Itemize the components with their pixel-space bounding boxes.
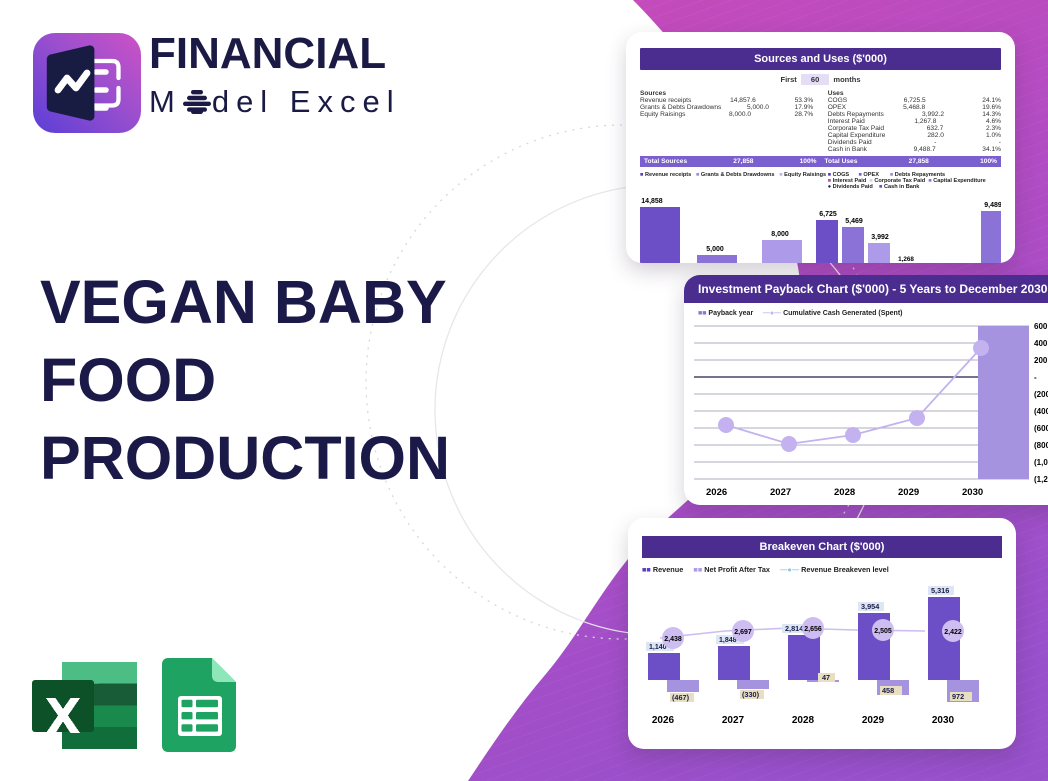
svg-text:2027: 2027 xyxy=(722,715,745,726)
svg-text:2,422: 2,422 xyxy=(944,629,962,636)
svg-text:47: 47 xyxy=(822,673,830,682)
svg-text:2026: 2026 xyxy=(652,715,675,726)
svg-text:5,469: 5,469 xyxy=(845,218,863,225)
svg-text:14,858: 14,858 xyxy=(641,198,663,205)
svg-text:2,438: 2,438 xyxy=(664,636,682,643)
svg-text:3,954: 3,954 xyxy=(861,602,880,611)
svg-text:6,725: 6,725 xyxy=(819,211,837,218)
svg-text:2027: 2027 xyxy=(770,487,791,498)
svg-text:(200): (200) xyxy=(1034,390,1048,399)
svg-text:1,140: 1,140 xyxy=(649,644,667,651)
svg-text:(330): (330) xyxy=(742,690,760,699)
svg-text:1,848: 1,848 xyxy=(719,637,737,644)
svg-text:(1,000): (1,000) xyxy=(1034,458,1048,467)
svg-text:2028: 2028 xyxy=(834,487,855,498)
svg-text:-: - xyxy=(1034,373,1037,382)
svg-text:2,505: 2,505 xyxy=(874,628,892,635)
svg-text:(400): (400) xyxy=(1034,407,1048,416)
svg-text:2026: 2026 xyxy=(706,487,727,498)
svg-text:2029: 2029 xyxy=(898,487,919,498)
svg-text:(467): (467) xyxy=(672,693,690,702)
svg-text:200: 200 xyxy=(1034,356,1048,365)
svg-text:458: 458 xyxy=(882,686,894,695)
svg-text:2,697: 2,697 xyxy=(734,629,752,636)
svg-text:9,489: 9,489 xyxy=(984,202,1001,209)
svg-text:2030: 2030 xyxy=(932,715,955,726)
svg-text:3,992: 3,992 xyxy=(871,234,889,241)
svg-text:(1,200): (1,200) xyxy=(1034,475,1048,484)
svg-text:8,000: 8,000 xyxy=(771,231,789,238)
svg-text:2030: 2030 xyxy=(962,487,983,498)
svg-text:1,268: 1,268 xyxy=(898,256,914,263)
svg-text:2,814: 2,814 xyxy=(785,624,804,633)
svg-text:(800): (800) xyxy=(1034,441,1048,450)
svg-text:2028: 2028 xyxy=(792,715,815,726)
svg-text:2,656: 2,656 xyxy=(804,626,822,633)
svg-text:5,000: 5,000 xyxy=(706,246,724,253)
svg-text:2029: 2029 xyxy=(862,715,885,726)
svg-text:600: 600 xyxy=(1034,322,1048,331)
svg-text:5,316: 5,316 xyxy=(931,586,949,595)
svg-text:400: 400 xyxy=(1034,339,1048,348)
svg-text:(600): (600) xyxy=(1034,424,1048,433)
svg-text:972: 972 xyxy=(952,692,964,701)
